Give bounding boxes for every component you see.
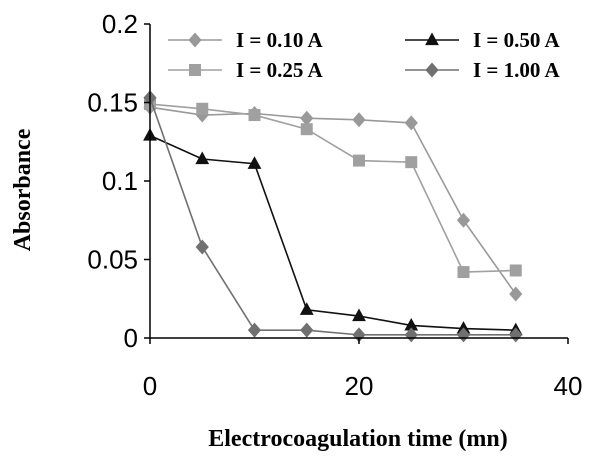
data-point — [300, 123, 313, 136]
legend-marker — [188, 32, 202, 48]
data-point — [404, 317, 419, 331]
x-tick-label: 20 — [345, 371, 374, 401]
y-tick-label: 0.1 — [102, 166, 138, 196]
data-point — [352, 112, 366, 128]
x-axis-title: Electrocoagulation time (mn) — [208, 426, 508, 452]
data-point — [248, 109, 261, 122]
legend-label: I = 0.50 A — [473, 28, 560, 52]
y-tick-label: 0.05 — [87, 245, 138, 275]
data-point — [300, 110, 314, 126]
series-layer — [143, 90, 523, 343]
data-point — [353, 154, 365, 167]
series-3 — [143, 127, 523, 336]
data-point — [247, 156, 262, 169]
legend-item-3: I = 0.50 A — [405, 28, 560, 52]
data-point — [405, 156, 418, 169]
series-line — [149, 134, 516, 331]
data-point — [404, 115, 418, 131]
data-point — [457, 266, 470, 279]
data-point — [456, 212, 471, 228]
legend-label: I = 0.25 A — [236, 58, 323, 82]
data-point — [196, 102, 209, 115]
legend-marker — [425, 62, 439, 78]
data-point — [195, 239, 209, 255]
data-point — [300, 322, 314, 338]
y-tick-label: 0.15 — [87, 88, 138, 118]
series-line — [149, 106, 517, 295]
axes-layer — [144, 23, 569, 344]
legend-label: I = 0.10 A — [236, 28, 323, 52]
data-point — [352, 308, 366, 322]
y-tick-labels: 0 0.05 0.1 0.15 0.2 — [87, 9, 138, 353]
data-point — [195, 151, 210, 165]
y-tick-label: 0.2 — [102, 9, 138, 39]
x-tick-label: 40 — [554, 371, 583, 401]
legend-marker — [425, 32, 439, 46]
data-point — [299, 302, 314, 315]
series-line — [149, 97, 516, 336]
series-line — [149, 103, 516, 273]
legend-item-4: I = 1.00 A — [405, 58, 560, 82]
x-tick-label: 0 — [143, 371, 157, 401]
y-tick-label: 0 — [124, 323, 138, 353]
legend-item-2: I = 0.25 A — [168, 58, 323, 82]
legend-label: I = 1.00 A — [473, 58, 560, 82]
legend-marker — [189, 64, 201, 76]
legend-item-1: I = 0.10 A — [168, 28, 323, 52]
data-point — [509, 264, 522, 277]
data-point — [509, 286, 523, 302]
x-tick-labels: 0 20 40 — [143, 371, 583, 401]
y-axis-title: Absorbance — [10, 128, 36, 251]
data-point — [247, 322, 262, 338]
legend: I = 0.10 A I = 0.25 A I = 0.50 A I = 1.00 A — [168, 28, 560, 82]
